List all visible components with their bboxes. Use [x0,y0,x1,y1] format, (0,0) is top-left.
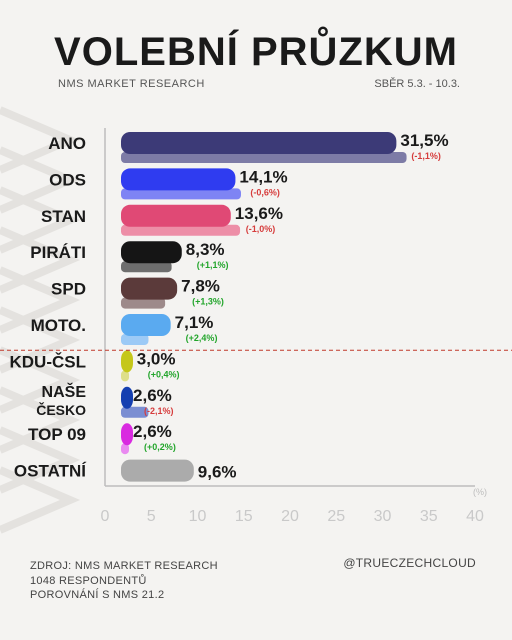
category-label: ANO [48,134,86,153]
x-tick-label: 5 [147,508,156,525]
value-bar [121,350,133,373]
value-bar [121,204,231,227]
value-bar [121,132,397,154]
value-label: 9,6% [198,463,237,482]
change-label: (+0,4%) [148,369,180,379]
previous-bar [121,152,407,163]
previous-bar [121,188,241,200]
value-label: 2,6% [133,386,172,405]
x-tick-label: 20 [281,508,299,525]
respondents-text: 1048 RESPONDENTŮ [30,574,147,587]
category-label: KDU-ČSL [10,352,87,371]
value-bar [121,241,182,264]
change-label: (+0,2%) [144,442,176,452]
category-label: OSTATNÍ [14,462,87,481]
previous-bar [121,224,241,236]
x-tick-label: 0 [101,508,110,525]
change-label: (-2,1%) [144,406,174,416]
value-bar [121,168,236,191]
value-label: 8,3% [186,240,225,259]
x-tick-label: 35 [420,508,438,525]
previous-bar [121,297,166,309]
change-label: (-0,6%) [250,187,280,197]
category-label: PIRÁTI [30,243,86,262]
value-label: 3,0% [137,349,176,368]
x-tick-label: 30 [374,508,392,525]
value-bar [121,459,194,482]
value-label: 13,6% [235,204,283,223]
x-tick-label: 25 [327,508,345,525]
value-label: 31,5% [400,131,448,150]
category-label: ČESKO [36,401,86,418]
value-bar [121,314,171,336]
change-label: (+2,4%) [186,333,218,343]
value-bar [121,386,133,409]
previous-bar [121,334,149,345]
value-label: 7,8% [181,277,220,296]
previous-bar [121,443,129,455]
x-tick-label: 10 [189,508,207,525]
change-label: (+1,3%) [192,297,224,307]
category-label: MOTO. [31,316,86,335]
previous-bar [121,370,130,382]
x-tick-label: 15 [235,508,253,525]
value-bar [121,423,133,446]
subtitle: NMS MARKET RESEARCH [58,78,205,90]
x-unit-label: (%) [473,487,487,497]
x-tick-label: 40 [466,508,484,525]
value-label: 2,6% [133,422,172,441]
comparison-text: POROVNÁNÍ S NMS 21.2 [30,589,165,601]
change-label: (+1,1%) [197,260,229,270]
previous-bar [121,406,149,418]
category-label: TOP 09 [28,425,86,444]
collection-period: SBĚR 5.3. - 10.3. [374,78,460,90]
change-label: (-1,0%) [246,224,276,234]
category-label: NAŠE [42,382,87,401]
category-label: ODS [49,170,86,189]
value-bar [121,277,178,300]
category-label: STAN [41,207,86,226]
value-label: 7,1% [175,313,214,332]
source-text: ZDROJ: NMS MARKET RESEARCH [30,560,218,572]
category-label: SPD [51,280,86,299]
value-label: 14,1% [239,167,287,186]
social-handle: @TRUECZECHCLOUD [343,556,476,570]
footer-source: ZDROJ: NMS MARKET RESEARCH 1048 RESPONDE… [30,559,218,603]
change-label: (-1,1%) [411,151,441,161]
previous-bar [121,261,172,273]
page-title: VOLEBNÍ PRŮZKUM [54,30,458,74]
